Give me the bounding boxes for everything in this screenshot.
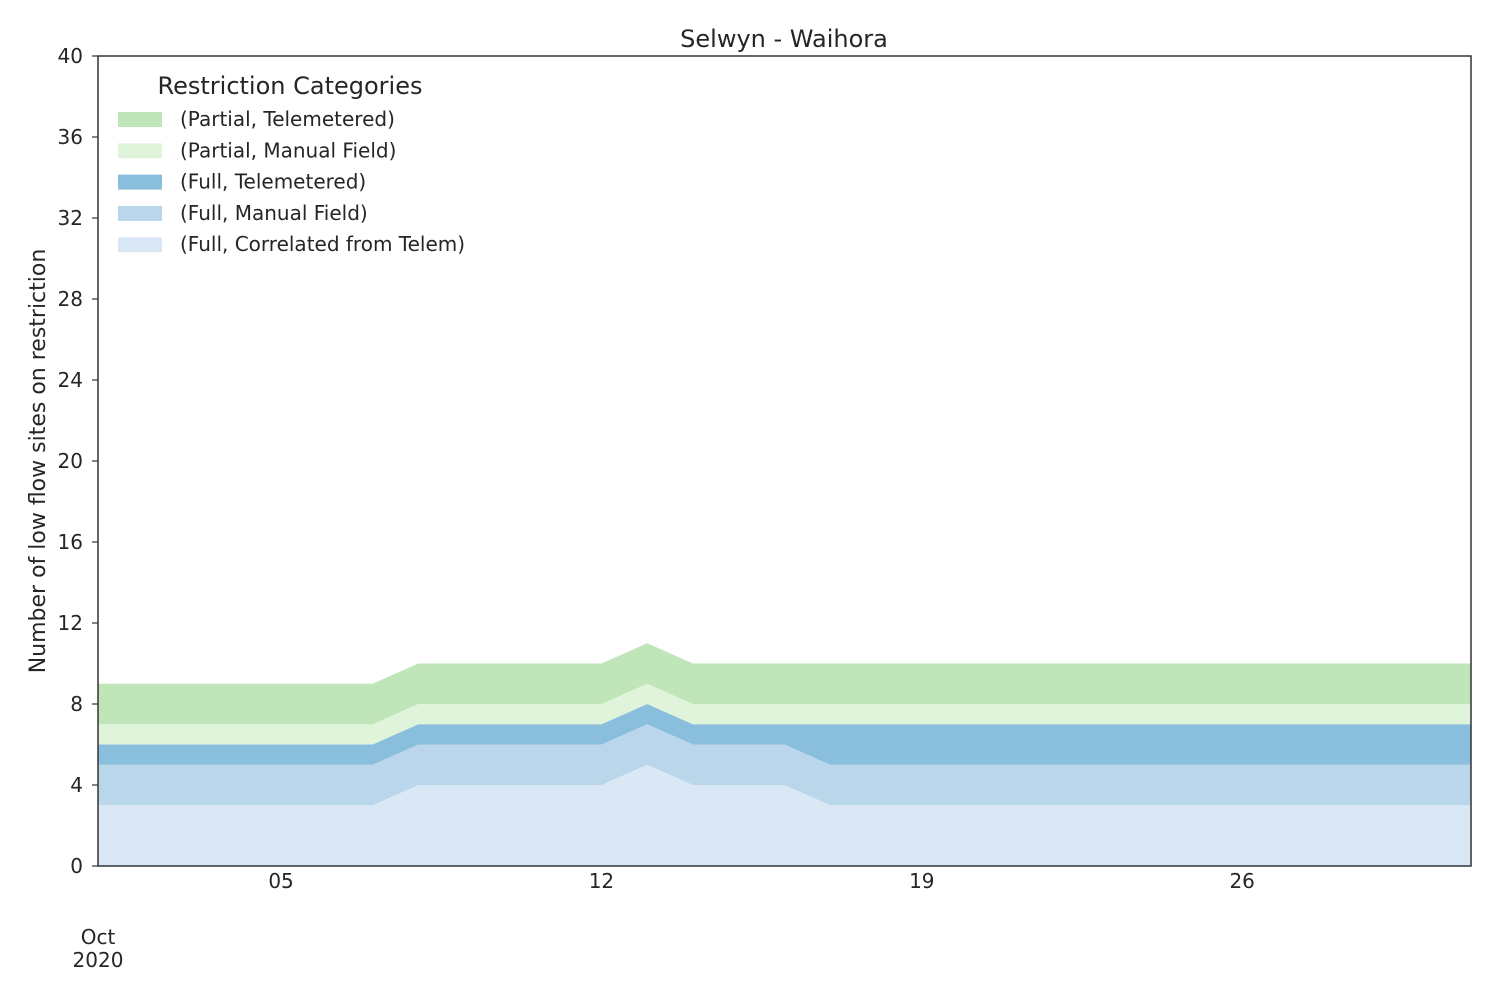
y-axis-label: Number of low flow sites on restriction	[26, 249, 51, 674]
x-start-year-label: 2020	[73, 948, 124, 972]
y-axis: 0 4 8 12 16 20 24 28 32 36 40	[58, 44, 98, 878]
legend-swatch-full-correlated-from-telem	[118, 237, 162, 253]
legend-label-partial-telemetered: (Partial, Telemetered)	[180, 107, 395, 131]
x-axis: 05 12 19 26	[268, 869, 1255, 893]
area-partial-manual-field	[98, 683, 1471, 745]
legend-label-full-manual-field: (Full, Manual Field)	[180, 201, 368, 225]
y-tick-label: 36	[58, 125, 83, 149]
area-full-correlated-from-telem	[98, 764, 1471, 866]
x-tick-label: 12	[589, 869, 614, 893]
area-series-group	[98, 643, 1471, 866]
y-tick-label: 32	[58, 206, 83, 230]
legend-swatch-partial-telemetered	[118, 112, 162, 127]
area-partial-telemetered	[98, 643, 1471, 725]
legend-swatch-full-telemetered	[118, 174, 162, 190]
x-tick-label: 26	[1229, 869, 1254, 893]
x-start-month-label: Oct	[81, 925, 116, 949]
y-tick-label: 28	[58, 287, 83, 311]
legend-swatch-full-manual-field	[118, 205, 162, 221]
x-tick-label: 19	[909, 869, 934, 893]
legend: Restriction Categories (Partial, Telemet…	[118, 72, 465, 256]
legend-swatch-partial-manual-field	[118, 143, 162, 159]
x-tick-label: 05	[268, 869, 293, 893]
y-tick-label: 4	[70, 773, 83, 797]
legend-label-partial-manual-field: (Partial, Manual Field)	[180, 138, 396, 162]
chart-title: Selwyn - Waihora	[680, 25, 888, 53]
plot-frame	[97, 55, 1472, 867]
y-tick-label: 0	[70, 854, 83, 878]
y-tick-label: 8	[70, 692, 83, 716]
y-tick-label: 20	[58, 449, 83, 473]
y-tick-label: 40	[58, 44, 83, 68]
area-full-telemetered	[98, 704, 1471, 765]
legend-title: Restriction Categories	[158, 72, 423, 100]
y-tick-label: 16	[58, 530, 83, 554]
y-tick-label: 12	[58, 611, 83, 635]
legend-label-full-correlated-from-telem: (Full, Correlated from Telem)	[180, 232, 465, 256]
y-tick-label: 24	[58, 368, 83, 392]
legend-label-full-telemetered: (Full, Telemetered)	[180, 170, 366, 194]
